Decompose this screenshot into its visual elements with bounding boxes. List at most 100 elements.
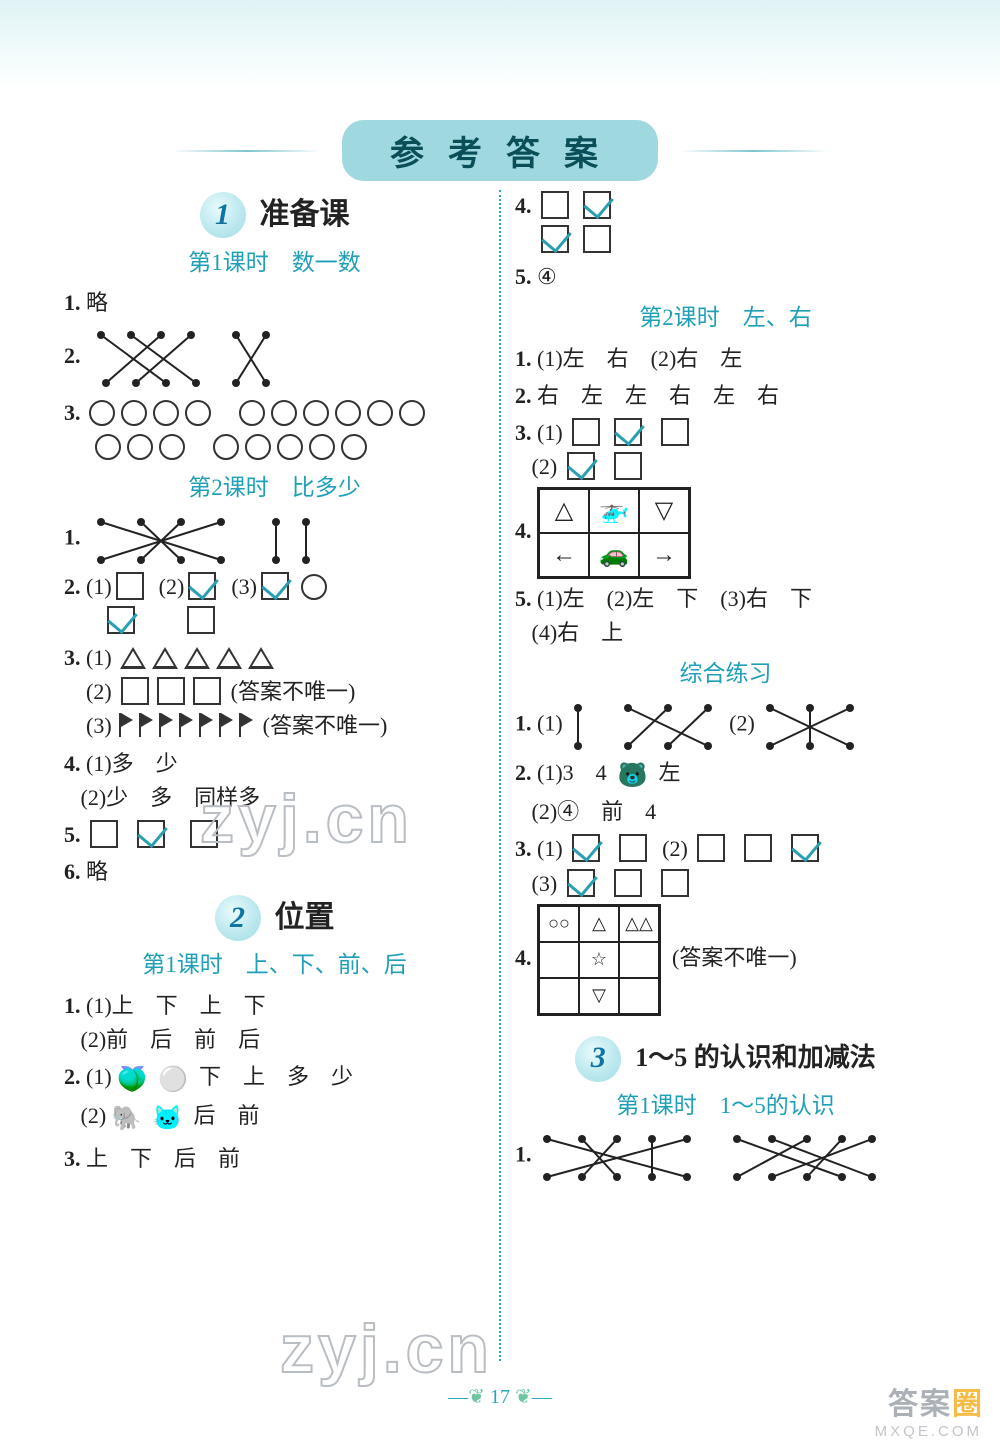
box-checked bbox=[261, 572, 289, 600]
l2q1: 1. bbox=[64, 512, 485, 567]
c2q3-ans: 上 下 后 前 bbox=[86, 1146, 240, 1171]
cell: △ bbox=[539, 489, 589, 533]
box-checked bbox=[791, 834, 819, 862]
cq4-note: (答案不唯一) bbox=[672, 945, 797, 970]
rr-q2: 2. 右 左 左 右 左 右 bbox=[515, 379, 936, 413]
heli-icon: 🚁 bbox=[599, 493, 629, 530]
page-number: —❦ 17 ❦— bbox=[0, 1384, 1000, 1409]
cq2: 2. (1)3 4 🐻 左 (2)④ 前 4 bbox=[515, 756, 936, 829]
cq1-svg-a bbox=[568, 698, 718, 753]
box-checked bbox=[583, 191, 611, 219]
c2-lesson-1: 第1课时 上、下、前、后 bbox=[64, 947, 485, 983]
box bbox=[187, 606, 215, 634]
box bbox=[614, 869, 642, 897]
c2q1-1: (1)上 下 上 下 bbox=[86, 993, 266, 1018]
l2q2: 2. (1) (2) (3) bbox=[64, 570, 485, 638]
cell: ▽ bbox=[639, 489, 689, 533]
bear-icon: 🐻 bbox=[618, 763, 648, 789]
q3-num: 3. bbox=[64, 400, 81, 425]
l2q5-num: 5. bbox=[64, 822, 81, 847]
cq2-1a: (1)3 4 bbox=[537, 760, 607, 785]
l2q3-3: (3) bbox=[86, 713, 112, 738]
q2: 2. bbox=[64, 323, 485, 393]
box bbox=[661, 869, 689, 897]
mg-1: △ bbox=[579, 906, 619, 942]
c3q1-num: 1. bbox=[515, 1142, 532, 1167]
cell: 🚁 bbox=[589, 489, 639, 533]
cell: → bbox=[639, 533, 689, 577]
mg-6 bbox=[539, 978, 579, 1014]
flag-row bbox=[117, 713, 257, 738]
c2q2-2a: (2) bbox=[81, 1103, 107, 1128]
l2q3: 3. (1) (2) (答案不唯一) (3) (答案不唯一) bbox=[64, 641, 485, 743]
cat-icon: 🐱 bbox=[153, 1106, 183, 1132]
l2q2-p2: (2) bbox=[159, 574, 185, 599]
l2q6: 6. 略 bbox=[64, 855, 485, 889]
q3-r1b bbox=[236, 400, 428, 425]
chapter-1: 1 准备课 bbox=[64, 192, 485, 239]
q2-svg bbox=[86, 323, 286, 393]
peach-icon: 🍑 bbox=[117, 1067, 147, 1093]
box-checked bbox=[137, 820, 165, 848]
page-number-value: 17 bbox=[490, 1386, 510, 1408]
box-checked bbox=[567, 869, 595, 897]
mini-grid: ○○ △ △△ ☆ ▽ bbox=[537, 904, 661, 1016]
watermark-logo: 答案圈 MXQE.COM bbox=[875, 1379, 982, 1441]
box bbox=[744, 834, 772, 862]
rule-left bbox=[172, 150, 322, 152]
cq4-num: 4. bbox=[515, 945, 532, 970]
left-column: 1 准备课 第1课时 数一数 1. 略 2. 3. 第2课时 比多少 1. bbox=[50, 180, 499, 1361]
l2q3-num: 3. bbox=[64, 645, 81, 670]
header-band bbox=[0, 0, 1000, 90]
rrq2-ans: 右 左 左 右 左 右 bbox=[537, 383, 779, 408]
c2q1: 1. (1)上 下 上 下 (2)前 后 前 后 bbox=[64, 989, 485, 1057]
l2q6-num: 6. bbox=[64, 859, 81, 884]
cq4: 4. ○○ △ △△ ☆ ▽ (答案不唯一) bbox=[515, 904, 936, 1016]
cq1-num: 1. bbox=[515, 711, 532, 736]
cq2-num: 2. bbox=[515, 760, 532, 785]
tri-row bbox=[117, 645, 277, 670]
mg-5 bbox=[619, 942, 659, 978]
l2q3-3-note: (答案不唯一) bbox=[263, 713, 388, 738]
cell: ← bbox=[539, 533, 589, 577]
box bbox=[90, 820, 118, 848]
box bbox=[583, 225, 611, 253]
rrq3-2: (2) bbox=[532, 454, 558, 479]
l2q1-svg bbox=[86, 512, 316, 567]
c3q1: 1. bbox=[515, 1129, 936, 1184]
r-q4: 4. bbox=[515, 189, 936, 257]
rrq5-2: (4)右 上 bbox=[532, 620, 624, 645]
l2q4: 4. (1)多 少 (2)少 多 同样多 bbox=[64, 747, 485, 815]
elephant-icon: 🐘 bbox=[112, 1106, 142, 1132]
q2-num: 2. bbox=[64, 343, 81, 368]
l2q5: 5. bbox=[64, 818, 485, 852]
l2q2-p1: (1) bbox=[86, 574, 112, 599]
circle-icon bbox=[301, 574, 327, 600]
box-checked bbox=[188, 572, 216, 600]
rrq5-num: 5. bbox=[515, 586, 532, 611]
page-title: 参考答案 bbox=[342, 120, 658, 181]
chapter-1-title: 准备课 bbox=[260, 192, 350, 239]
cq3: 3. (1) (2) (3) bbox=[515, 832, 936, 900]
wm-a: 答案 bbox=[888, 1388, 952, 1421]
q3: 3. bbox=[64, 396, 485, 464]
cq1-2: (2) bbox=[729, 711, 755, 736]
c2q1-2: (2)前 后 前 后 bbox=[81, 1027, 261, 1052]
box-checked bbox=[567, 452, 595, 480]
lesson-1-1: 第1课时 数一数 bbox=[64, 245, 485, 281]
l2q3-2-note: (答案不唯一) bbox=[231, 679, 356, 704]
l2q2-p3: (3) bbox=[231, 574, 257, 599]
box-checked bbox=[541, 225, 569, 253]
car-icon: 🚗 bbox=[599, 537, 629, 574]
q1-ans: 略 bbox=[86, 290, 108, 315]
content-columns: 1 准备课 第1课时 数一数 1. 略 2. 3. 第2课时 比多少 1. bbox=[50, 180, 950, 1361]
box-checked bbox=[107, 606, 135, 634]
chapter-3-num: 3 bbox=[575, 1036, 621, 1082]
rule-right bbox=[678, 150, 828, 152]
r-q5: 5. ④ bbox=[515, 260, 936, 294]
cq3-3: (3) bbox=[532, 871, 558, 896]
cq2-1b: 左 bbox=[659, 760, 681, 785]
chapter-1-num: 1 bbox=[200, 192, 246, 238]
right-column: 4. 5. ④ 第2课时 左、右 1. (1)左 右 (2)右 左 2. 右 左… bbox=[501, 180, 950, 1361]
rrq1-num: 1. bbox=[515, 346, 532, 371]
